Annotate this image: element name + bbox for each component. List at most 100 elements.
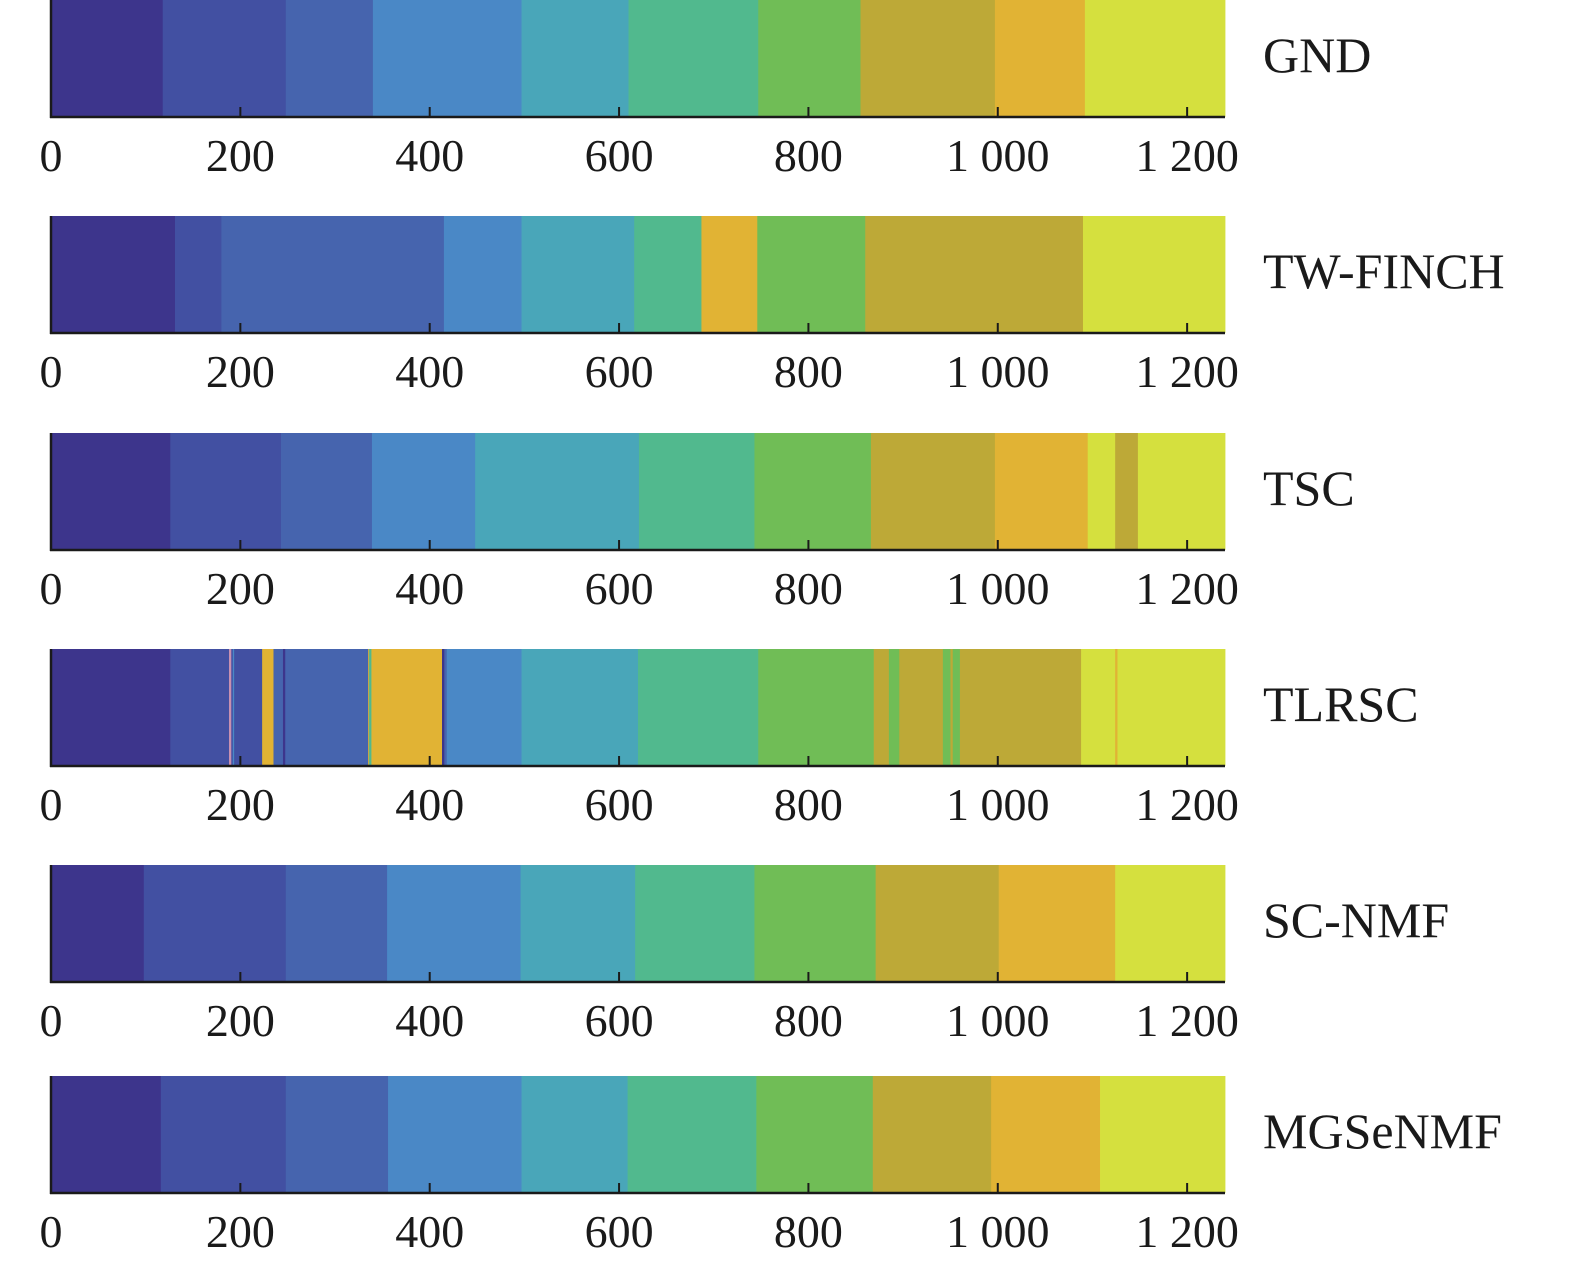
segment [273, 649, 369, 766]
tick-label: 400 [395, 563, 464, 614]
row-label: TSC [1263, 460, 1355, 516]
segment [521, 0, 629, 117]
segment [521, 216, 635, 333]
segment [1087, 433, 1116, 550]
tick-label: 800 [774, 1206, 843, 1257]
segment [51, 0, 164, 117]
segment [170, 433, 282, 550]
segment [285, 1076, 389, 1193]
tick-label: 1 200 [1135, 779, 1239, 830]
tick-label: 1 000 [946, 1206, 1050, 1257]
segment [758, 649, 875, 766]
segment [442, 649, 448, 766]
segment [1100, 1076, 1226, 1193]
segment [51, 433, 171, 550]
segment [950, 649, 953, 766]
row-tw-finch: 0 200 400 600 800 1 000 1 200 TW-FINCH [40, 216, 1505, 397]
row-tsc: 0 200 400 600 800 1 000 1 200 TSC [40, 433, 1355, 614]
tick-label: 800 [774, 346, 843, 397]
segment [285, 0, 374, 117]
segment [387, 865, 521, 982]
segment [1115, 649, 1118, 766]
tick-label: 600 [585, 346, 654, 397]
row-mgsenmf: 0 200 400 600 800 1 000 1 200 MGSeNMF [40, 1076, 1502, 1257]
segment [756, 1076, 874, 1193]
segment [1115, 433, 1139, 550]
segment [162, 0, 287, 117]
segment [701, 216, 758, 333]
tick-label: 800 [774, 779, 843, 830]
segment [635, 865, 755, 982]
tick-label: 1 000 [946, 995, 1050, 1046]
tick-label: 600 [585, 1206, 654, 1257]
segment [870, 433, 996, 550]
tick-label: 600 [585, 779, 654, 830]
segment [228, 649, 232, 766]
tick-label: 1 200 [1135, 1206, 1239, 1257]
tick-label: 200 [206, 563, 275, 614]
segment [1082, 216, 1226, 333]
tick-label: 400 [395, 346, 464, 397]
segment [285, 865, 388, 982]
segment [627, 1076, 757, 1193]
segment [369, 649, 372, 766]
segment [865, 216, 1084, 333]
segment [1084, 0, 1226, 117]
tick-label: 1 200 [1135, 563, 1239, 614]
segment [51, 649, 171, 766]
tick-label: 400 [395, 995, 464, 1046]
segment [634, 216, 702, 333]
segment [1081, 649, 1226, 766]
segment [51, 1076, 162, 1193]
segment [959, 649, 1082, 766]
tick-label: 400 [395, 779, 464, 830]
segment [282, 649, 286, 766]
segment [754, 865, 877, 982]
segment [860, 0, 996, 117]
segment [638, 649, 641, 766]
segment [446, 649, 522, 766]
segment [368, 649, 443, 766]
tick-label: 1 000 [946, 779, 1050, 830]
segment [372, 0, 522, 117]
segment [991, 1076, 1101, 1193]
segment [51, 865, 145, 982]
row-label: GND [1263, 27, 1371, 83]
tick-label: 200 [206, 1206, 275, 1257]
row-gnd: 0 200 400 600 800 1 000 1 200 GND [40, 0, 1371, 181]
segment [872, 1076, 992, 1193]
tick-label: 200 [206, 346, 275, 397]
tick-label: 1 200 [1135, 995, 1239, 1046]
segment [757, 216, 866, 333]
tick-label: 200 [206, 779, 275, 830]
segment [221, 216, 445, 333]
segment [754, 433, 872, 550]
tick-label: 800 [774, 130, 843, 181]
segment [175, 216, 222, 333]
tick-label: 0 [40, 130, 63, 181]
segment [639, 649, 759, 766]
tick-label: 1 000 [946, 130, 1050, 181]
segment [51, 216, 176, 333]
segment [232, 649, 235, 766]
segment [521, 649, 641, 766]
segment [443, 216, 522, 333]
row-label: TW-FINCH [1263, 243, 1505, 299]
segment [628, 0, 759, 117]
segment [873, 649, 890, 766]
tick-label: 600 [585, 563, 654, 614]
tick-label: 0 [40, 1206, 63, 1257]
row-tlrsc: 0 200 400 600 800 1 000 1 200 TLRSC [40, 649, 1419, 830]
tick-label: 1 000 [946, 346, 1050, 397]
tick-label: 1 200 [1135, 346, 1239, 397]
tick-label: 200 [206, 995, 275, 1046]
row-label: TLRSC [1263, 676, 1419, 732]
tick-label: 0 [40, 346, 63, 397]
tick-label: 0 [40, 563, 63, 614]
segment [875, 865, 1000, 982]
segment [143, 865, 287, 982]
segment [281, 433, 373, 550]
segment [638, 433, 755, 550]
tick-label: 600 [585, 130, 654, 181]
